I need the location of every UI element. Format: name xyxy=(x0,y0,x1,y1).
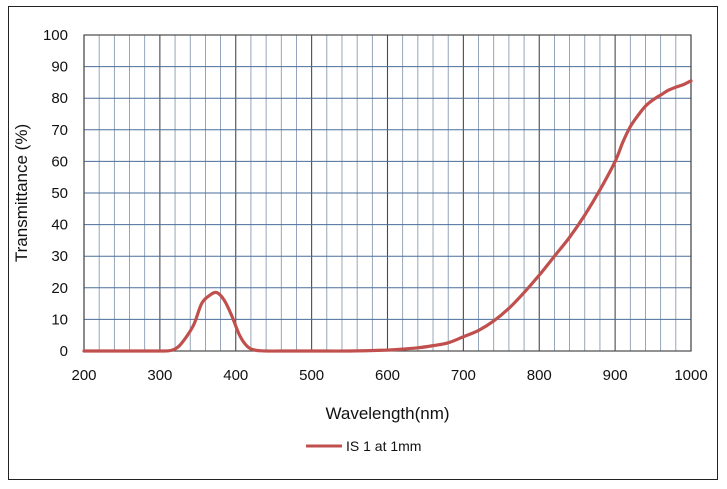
y-tick-label: 10 xyxy=(51,311,68,328)
x-tick-label: 500 xyxy=(299,367,324,384)
line-chart: 200 300 400 500 600 700 800 900 1000 0 10 20 30 40 50 6… xyxy=(12,27,708,454)
y-tick-label: 40 xyxy=(51,217,68,234)
y-axis-title: Transmittance (%) xyxy=(12,124,31,262)
x-tick-label: 200 xyxy=(71,367,96,384)
x-tick-label: 300 xyxy=(147,367,172,384)
y-tick-label: 60 xyxy=(51,153,68,170)
axis-ticks: 200 300 400 500 600 700 800 900 1000 0 10 20 30 40 50 6… xyxy=(43,27,708,384)
y-tick-label: 50 xyxy=(51,185,68,202)
chart-grid xyxy=(83,34,692,352)
series-line xyxy=(82,79,693,353)
y-tick-label: 80 xyxy=(51,90,68,107)
legend: IS 1 at 1mm xyxy=(306,438,421,454)
chart-frame: 200 300 400 500 600 700 800 900 1000 0 10 20 30 40 50 6… xyxy=(8,6,718,480)
x-tick-label: 600 xyxy=(375,367,400,384)
y-tick-label: 30 xyxy=(51,248,68,265)
legend-label: IS 1 at 1mm xyxy=(346,438,421,454)
x-tick-label: 800 xyxy=(527,367,552,384)
y-tick-label: 70 xyxy=(51,122,68,139)
x-tick-label: 1000 xyxy=(674,367,707,384)
y-tick-label: 100 xyxy=(43,27,68,44)
chart-series xyxy=(82,79,693,353)
y-tick-label: 0 xyxy=(60,343,68,360)
x-tick-label: 900 xyxy=(603,367,628,384)
x-tick-label: 700 xyxy=(451,367,476,384)
y-tick-label: 20 xyxy=(51,280,68,297)
x-axis-title: Wavelength(nm) xyxy=(325,404,449,423)
x-tick-label: 400 xyxy=(223,367,248,384)
y-tick-label: 90 xyxy=(51,59,68,76)
